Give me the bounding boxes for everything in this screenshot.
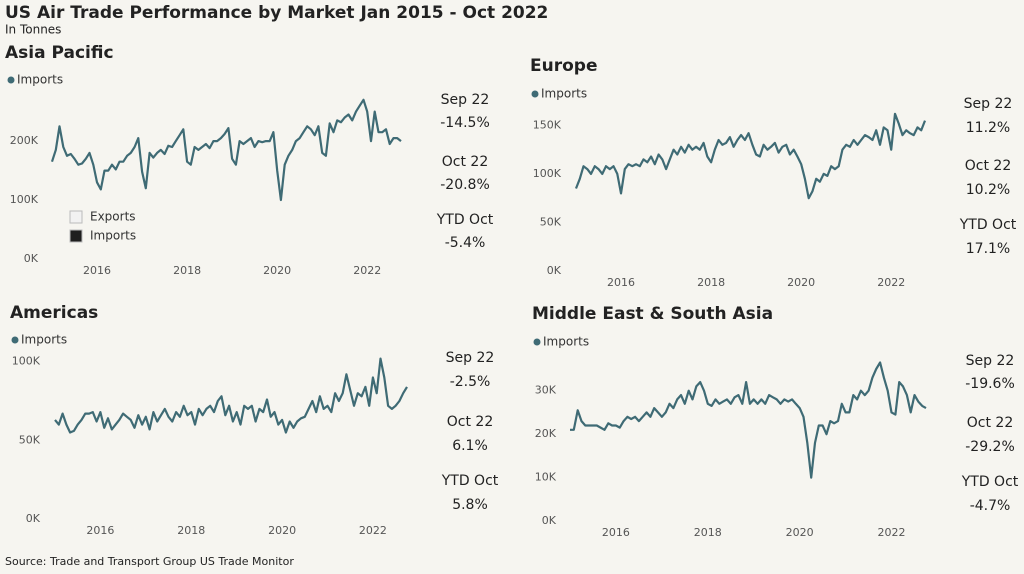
y-tick-label: 0K [24, 252, 39, 265]
y-tick-label: 100K [533, 167, 562, 180]
legend-label: Imports [17, 73, 63, 87]
y-tick-label: 20K [535, 427, 557, 440]
x-tick-label: 2018 [694, 526, 722, 539]
series-line [50, 98, 402, 202]
legend-marker [531, 90, 539, 98]
stat-value: -29.2% [965, 439, 1015, 455]
x-tick-label: 2022 [878, 526, 906, 539]
y-tick-label: 10K [535, 471, 557, 484]
x-tick-label: 2022 [353, 264, 381, 277]
legend-marker [11, 336, 19, 344]
series-line [54, 357, 408, 434]
legend-label: Imports [90, 229, 136, 243]
stat-label: YTD Oct [436, 212, 494, 228]
y-tick-label: 50K [19, 433, 41, 446]
stat-value: -19.6% [965, 376, 1015, 392]
legend-swatch [69, 210, 83, 224]
legend-marker [533, 338, 541, 346]
y-tick-label: 150K [533, 118, 562, 131]
stat-value: -4.7% [970, 498, 1011, 514]
stat-label: Sep 22 [446, 350, 495, 366]
stat-label: YTD Oct [441, 473, 499, 489]
x-tick-label: 2018 [697, 276, 725, 289]
stat-label: Oct 22 [967, 415, 1013, 431]
stat-label: Sep 22 [964, 96, 1013, 112]
x-tick-label: 2020 [786, 526, 814, 539]
x-tick-label: 2018 [173, 264, 201, 277]
stat-value: 5.8% [452, 497, 488, 513]
legend-label: Imports [21, 333, 67, 347]
panel-title: Americas [10, 303, 98, 323]
stat-value: 17.1% [966, 241, 1010, 257]
stat-value: 6.1% [452, 438, 488, 454]
series-line [570, 361, 927, 479]
panel-title: Asia Pacific [5, 43, 114, 63]
stat-value: -14.5% [440, 115, 490, 131]
stat-label: Oct 22 [965, 158, 1011, 174]
legend-marker [7, 76, 15, 84]
stat-value: -20.8% [440, 177, 490, 193]
y-tick-label: 100K [12, 355, 41, 368]
stat-label: Sep 22 [966, 353, 1015, 369]
stat-label: YTD Oct [959, 217, 1017, 233]
x-tick-label: 2016 [83, 264, 111, 277]
stat-label: Oct 22 [442, 154, 488, 170]
panel-title: Middle East & South Asia [532, 304, 773, 324]
x-tick-label: 2020 [787, 276, 815, 289]
y-tick-label: 0K [26, 512, 41, 525]
x-tick-label: 2022 [877, 276, 905, 289]
x-tick-label: 2020 [263, 264, 291, 277]
x-tick-label: 2016 [607, 276, 635, 289]
y-tick-label: 50K [540, 215, 562, 228]
series-line [574, 112, 927, 200]
legend-label: Imports [541, 87, 587, 101]
x-tick-label: 2022 [359, 524, 387, 537]
legend-label: Exports [90, 210, 136, 224]
stat-value: -2.5% [450, 374, 491, 390]
legend-swatch [69, 229, 83, 243]
x-tick-label: 2020 [268, 524, 296, 537]
x-tick-label: 2016 [602, 526, 630, 539]
dashboard-title: US Air Trade Performance by Market Jan 2… [5, 3, 548, 23]
legend-label: Imports [543, 335, 589, 349]
x-tick-label: 2018 [177, 524, 205, 537]
y-tick-label: 0K [547, 264, 562, 277]
x-tick-label: 2016 [86, 524, 114, 537]
stat-label: Oct 22 [447, 414, 493, 430]
source: Source: Trade and Transport Group US Tra… [5, 555, 294, 568]
subtitle: In Tonnes [5, 23, 61, 37]
y-tick-label: 30K [535, 384, 557, 397]
stat-value: 11.2% [966, 120, 1010, 136]
stat-value: -5.4% [445, 235, 486, 251]
y-tick-label: 100K [10, 193, 39, 206]
stat-label: YTD Oct [961, 474, 1019, 490]
y-tick-label: 0K [542, 514, 557, 527]
stat-label: Sep 22 [441, 92, 490, 108]
stat-value: 10.2% [966, 182, 1010, 198]
y-tick-label: 200K [10, 134, 39, 147]
panel-title: Europe [530, 56, 597, 76]
